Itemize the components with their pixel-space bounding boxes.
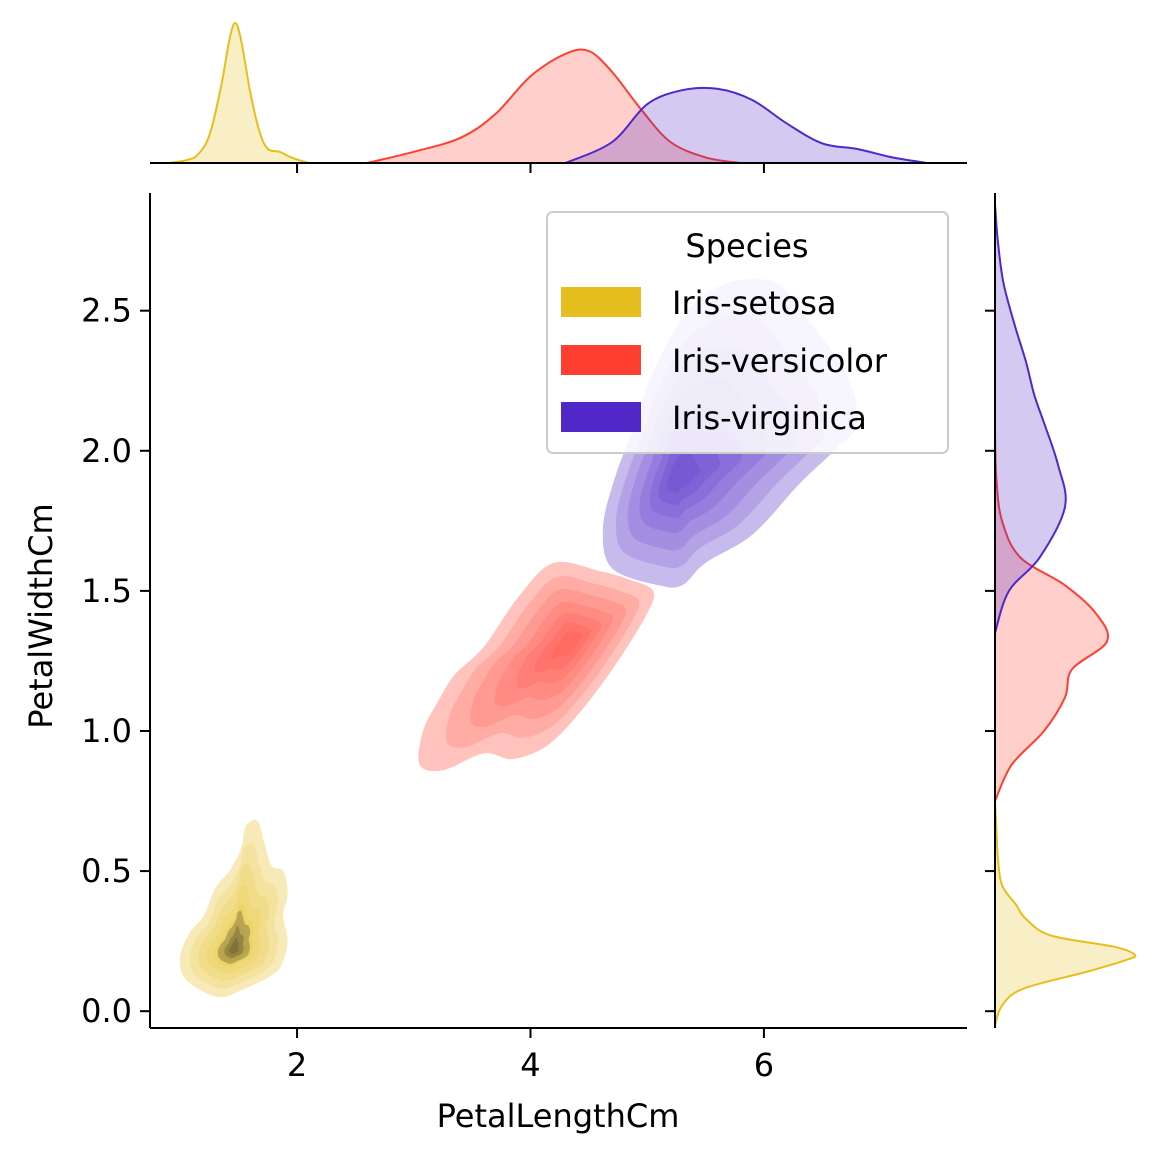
contour-iris-setosa-level-5 [214, 902, 254, 967]
y-marginal-fill-iris-setosa [995, 801, 1136, 1026]
legend-swatch-versicolor [561, 345, 641, 375]
contour-iris-setosa-level-3 [198, 863, 270, 981]
contour-iris-setosa-level-6 [221, 918, 247, 961]
contour-iris-setosa-core-2 [224, 926, 244, 959]
y-marginal-line-iris-versicolor [994, 431, 1109, 802]
x-marginal-line-iris-setosa [168, 21, 309, 164]
contour-iris-setosa-level-7 [227, 932, 242, 956]
contour-iris-setosa-level-2 [189, 843, 279, 989]
y-tick-label-1.5: 1.5 [81, 572, 132, 610]
contour-iris-versicolor-level-7 [551, 630, 583, 659]
contour-iris-setosa-level-4 [206, 884, 261, 974]
legend-swatch-virginica [561, 402, 641, 432]
x-tick-label-2: 2 [287, 1046, 307, 1084]
x-marginal-line-iris-versicolor [366, 48, 741, 164]
right-marginal [994, 193, 1137, 1028]
x-tick-label-4: 4 [520, 1046, 540, 1084]
y-tick-label-0.5: 0.5 [81, 852, 132, 890]
y-tick-label-2.5: 2.5 [81, 292, 132, 330]
legend-title: Species [685, 227, 808, 265]
contour-iris-setosa-level-1 [179, 819, 288, 998]
legend-swatch-setosa [561, 287, 641, 317]
contour-iris-versicolor-level-3 [470, 588, 627, 727]
x-marginal-line-iris-virginica [565, 86, 928, 164]
top-marginal [150, 21, 967, 164]
x-marginal-fill-iris-versicolor [367, 49, 741, 163]
contour-iris-versicolor-level-6 [534, 622, 592, 673]
contour-iris-versicolor-level-2 [445, 576, 640, 748]
legend-label-setosa: Iris-setosa [672, 284, 836, 322]
x-axis-title: PetalLengthCm [437, 1097, 680, 1135]
x-tick-label-6: 6 [754, 1046, 774, 1084]
legend-box [546, 211, 949, 454]
x-marginal-fill-iris-virginica [565, 87, 928, 163]
legend: Species Iris-setosa Iris-versicolor Iris… [546, 211, 949, 454]
contour-iris-versicolor-level-5 [516, 612, 602, 689]
y-tick-label-2: 2.0 [81, 432, 132, 470]
y-marginal-fill-iris-virginica [995, 204, 1066, 633]
contour-iris-setosa-core-3 [229, 937, 239, 954]
contour-iris-versicolor-level-4 [494, 601, 613, 707]
legend-label-versicolor: Iris-versicolor [672, 342, 888, 380]
y-tick-label-0: 0.0 [81, 992, 132, 1030]
legend-label-virginica: Iris-virginica [672, 399, 867, 437]
x-marginal-fill-iris-setosa [168, 23, 309, 163]
y-marginal-line-iris-virginica [994, 204, 1067, 634]
y-tick-label-1: 1.0 [81, 712, 132, 750]
contour-iris-versicolor-level-1 [418, 561, 655, 772]
y-marginal-fill-iris-versicolor [995, 431, 1109, 801]
contour-iris-virginica-level-7 [666, 452, 700, 493]
y-marginal-line-iris-setosa [994, 800, 1137, 1026]
y-axis-title: PetalWidthCm [22, 503, 60, 728]
contour-iris-setosa-core-1 [217, 910, 251, 964]
